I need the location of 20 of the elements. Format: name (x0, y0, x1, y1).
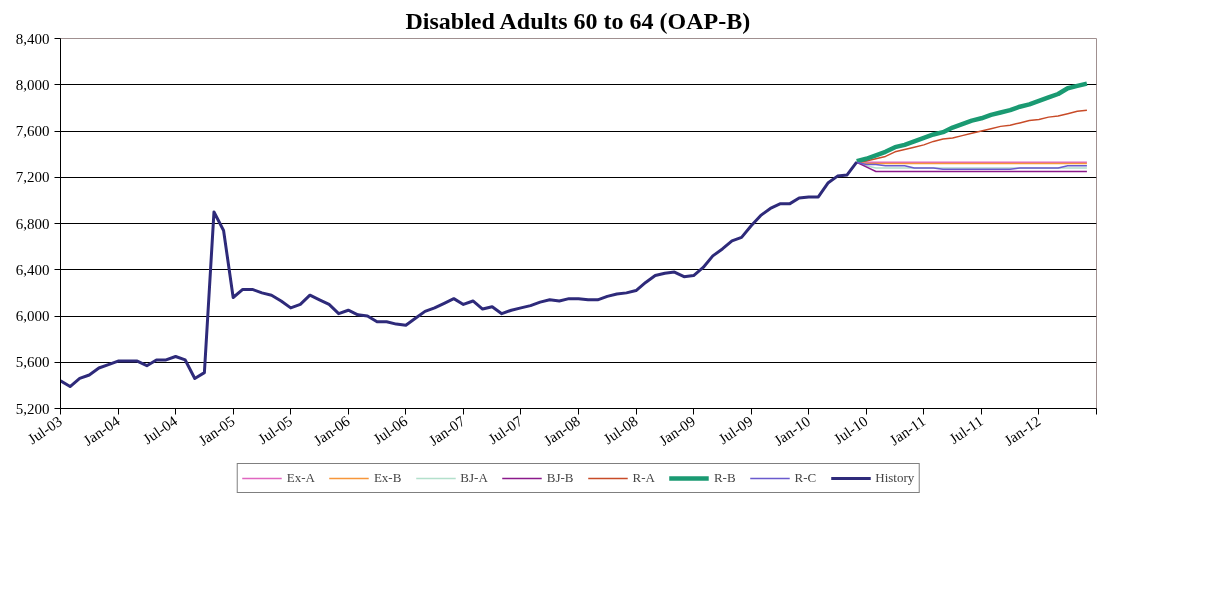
legend-label: BJ-B (546, 470, 574, 486)
legend-label: R-C (794, 470, 817, 486)
legend-label: Ex-A (286, 470, 315, 486)
y-tick-label: 8,400 (15, 30, 50, 47)
y-tick-label: 5,600 (15, 354, 50, 371)
legend-label: BJ-A (460, 470, 488, 486)
y-tick-label: 6,400 (15, 261, 50, 278)
line-series (60, 160, 859, 389)
legend-label: R-B (713, 470, 736, 486)
y-tick-label: 7,600 (15, 123, 50, 139)
y-tick-label: 8,000 (15, 76, 50, 93)
legend-label: R-A (632, 470, 655, 486)
line-series (854, 81, 1090, 164)
y-tick-label: 5,200 (15, 400, 50, 417)
y-tick-label: 7,200 (15, 169, 50, 186)
legend-label: History (875, 470, 915, 486)
y-tick-label: 6,800 (15, 215, 50, 232)
chart-title: Disabled Adults 60 to 64 (OAP-B) (405, 7, 751, 34)
legend-label: Ex-B (373, 470, 402, 486)
y-tick-label: 6,000 (15, 308, 50, 324)
